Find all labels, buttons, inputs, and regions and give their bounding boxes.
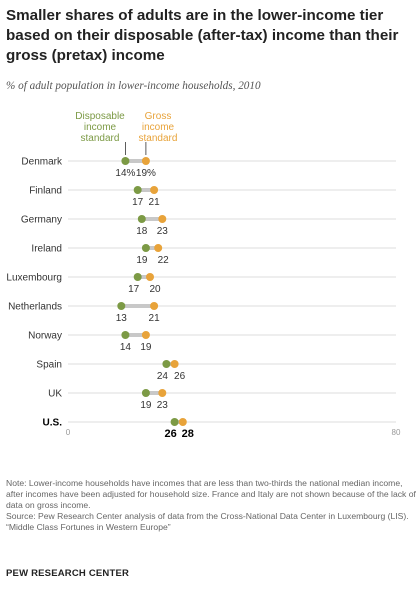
disposable-value-label: 19 xyxy=(140,400,152,411)
x-axis: 0 80 xyxy=(66,428,401,437)
note-text: Note: Lower-income households have incom… xyxy=(6,478,416,510)
gross-dot xyxy=(150,186,159,194)
legend-disposable: Disposable income standard xyxy=(75,111,125,144)
disposable-value-label: 24 xyxy=(157,371,169,382)
disposable-value-label: 18 xyxy=(136,226,148,237)
x-tick-label: 0 xyxy=(66,428,71,437)
disposable-value-label: 13 xyxy=(116,313,128,324)
country-label: Ireland xyxy=(31,244,62,255)
disposable-dot xyxy=(117,302,126,310)
country-label: Luxembourg xyxy=(6,273,62,284)
gross-dot xyxy=(158,389,167,397)
legend: Disposable income standard Gross income stan… xyxy=(75,111,177,155)
gross-value-label: 23 xyxy=(157,400,169,411)
row-luxembourg: Luxembourg 17 20 xyxy=(6,273,396,295)
row-germany: Germany 18 23 xyxy=(21,215,396,237)
row-us: U.S. 26 28 xyxy=(43,418,396,440)
disposable-value-label: 14% xyxy=(115,168,135,179)
row-spain: Spain 24 26 xyxy=(36,360,396,382)
disposable-dot xyxy=(141,389,150,397)
row-norway: Norway 14 19 xyxy=(28,331,396,353)
disposable-dot xyxy=(170,418,179,426)
country-label: Norway xyxy=(28,331,62,342)
disposable-value-label: 17 xyxy=(128,284,140,295)
gross-value-label: 22 xyxy=(158,255,170,266)
rows: Denmark 14% 19% Finland 17 21 Germany 18 23 Irela… xyxy=(6,157,396,440)
country-label: Denmark xyxy=(21,157,63,168)
country-label: Finland xyxy=(29,186,62,197)
dot-plot: Disposable income standard Gross income stan… xyxy=(6,111,401,440)
disposable-value-label: 14 xyxy=(120,342,132,353)
notes: Note: Lower-income households have incom… xyxy=(6,478,416,533)
source-text: Source: Pew Research Center analysis of … xyxy=(6,511,409,521)
country-label: Spain xyxy=(36,360,62,371)
gross-value-label: 19 xyxy=(140,342,152,353)
country-label: Netherlands xyxy=(8,302,62,313)
disposable-dot xyxy=(162,360,171,368)
disposable-dot xyxy=(121,331,130,339)
gross-dot xyxy=(170,360,179,368)
row-denmark: Denmark 14% 19% xyxy=(21,157,396,179)
gross-value-label: 21 xyxy=(149,197,161,208)
disposable-dot xyxy=(121,157,130,165)
chart-subtitle: % of adult population in lower-income ho… xyxy=(6,80,261,92)
gross-dot xyxy=(178,418,187,426)
row-finland: Finland 17 21 xyxy=(29,186,396,208)
brand-logo-text: PEW RESEARCH CENTER xyxy=(6,568,130,579)
disposable-dot xyxy=(133,273,142,281)
gross-value-label: 21 xyxy=(149,313,161,324)
disposable-dot xyxy=(141,244,150,252)
gross-value-label: 28 xyxy=(182,428,194,440)
chart-title: Smaller shares of adults are in the lowe… xyxy=(6,7,399,64)
disposable-value-label: 17 xyxy=(132,197,144,208)
gross-dot xyxy=(141,331,150,339)
legend-gross: Gross income standard xyxy=(139,111,178,144)
country-label: Germany xyxy=(21,215,62,226)
gross-value-label: 23 xyxy=(157,226,169,237)
country-label: U.S. xyxy=(43,418,63,429)
row-uk: UK 19 23 xyxy=(48,389,396,411)
gross-dot xyxy=(141,157,150,165)
gross-dot xyxy=(146,273,154,281)
gross-dot xyxy=(154,244,163,252)
report-text: “Middle Class Fortunes in Western Europe… xyxy=(6,522,171,532)
disposable-value-label: 26 xyxy=(164,428,176,440)
gross-dot xyxy=(158,215,167,223)
row-netherlands: Netherlands 13 21 xyxy=(8,302,396,324)
row-ireland: Ireland 19 22 xyxy=(31,244,396,266)
gross-value-label: 26 xyxy=(174,371,186,382)
disposable-value-label: 19 xyxy=(136,255,148,266)
disposable-dot xyxy=(137,215,146,223)
gross-value-label: 20 xyxy=(149,284,161,295)
country-label: UK xyxy=(48,389,62,400)
disposable-dot xyxy=(133,186,142,194)
gross-dot xyxy=(150,302,159,310)
x-tick-label: 80 xyxy=(392,428,401,437)
gross-value-label: 19% xyxy=(136,168,156,179)
